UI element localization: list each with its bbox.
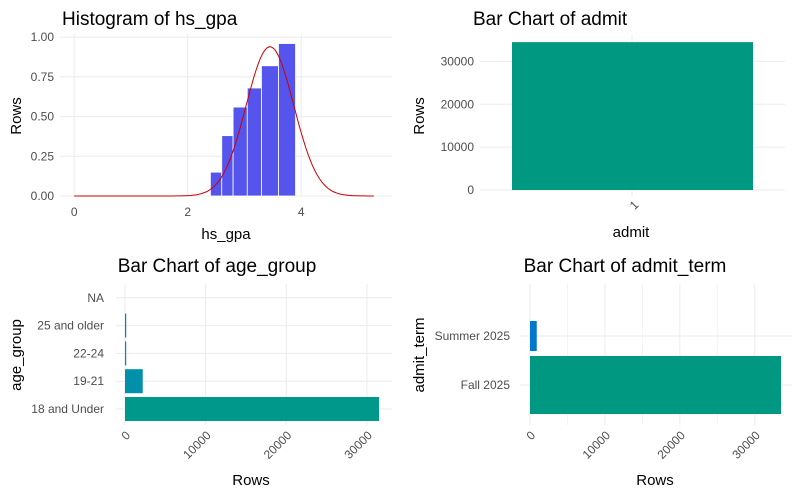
bar <box>125 397 379 421</box>
y-axis-label: age_group <box>8 319 25 391</box>
y-tick-label: 22-24 <box>73 346 104 360</box>
admit-term-bar-panel: Bar Chart of admit_term Rows admit_term … <box>411 256 792 489</box>
x-axis-label: Rows <box>232 472 270 489</box>
x-tick-label: 20000 <box>654 428 688 462</box>
bar <box>530 321 537 351</box>
y-tick-label: Fall 2025 <box>461 378 511 392</box>
x-axis-label: admit <box>613 224 651 241</box>
y-tick-label: NA <box>87 291 104 305</box>
x-tick-label: 10000 <box>580 428 614 462</box>
age-group-bar-panel: Bar Chart of age_group Rows age_group 18… <box>8 256 392 489</box>
density-curve <box>74 46 374 197</box>
bar <box>530 356 781 414</box>
x-axis-label: Rows <box>636 472 674 489</box>
x-tick-label: 4 <box>298 205 305 219</box>
histogram-bar <box>232 106 248 197</box>
x-tick-label: 10000 <box>180 428 214 462</box>
histogram-bar <box>261 65 279 197</box>
y-tick-label: 18 and Under <box>31 402 104 416</box>
y-tick-label: 19-21 <box>73 374 104 388</box>
y-axis-label: Rows <box>8 97 25 135</box>
y-tick-label: 20000 <box>441 97 475 111</box>
x-tick-label: 0 <box>118 428 133 443</box>
y-tick-label: 25 and older <box>37 319 104 333</box>
y-tick-label: 1.00 <box>31 30 55 44</box>
histogram-panel: Histogram of hs_gpa hs_gpa Rows 0.00 0.25… <box>8 9 392 243</box>
bar <box>125 313 127 338</box>
y-tick-label: Summer 2025 <box>435 329 511 343</box>
bar <box>512 42 753 191</box>
y-tick-label: 10000 <box>441 140 475 154</box>
chart-title: Bar Chart of admit_term <box>524 256 727 277</box>
y-tick-label: 0.25 <box>31 149 55 163</box>
x-tick-label: 30000 <box>342 428 376 462</box>
y-axis-label: admit_term <box>411 317 428 392</box>
histogram-bar <box>278 43 296 197</box>
chart-title: Bar Chart of age_group <box>118 256 317 277</box>
x-tick-label: 20000 <box>261 428 295 462</box>
bar <box>125 341 127 366</box>
x-tick-label: 1 <box>627 198 642 213</box>
y-tick-label: 0.50 <box>31 110 55 124</box>
x-tick-label: 30000 <box>729 428 763 462</box>
x-tick-label: 0 <box>523 428 538 443</box>
y-tick-label: 0 <box>467 183 474 197</box>
chart-title: Histogram of hs_gpa <box>62 9 238 30</box>
x-axis-label: hs_gpa <box>201 226 251 243</box>
histogram-bar <box>246 87 262 197</box>
y-axis-label: Rows <box>411 97 428 135</box>
bar <box>125 369 143 394</box>
y-tick-label: 30000 <box>441 54 475 68</box>
x-tick-label: 0 <box>71 205 78 219</box>
y-tick-label: 0.00 <box>31 189 55 203</box>
x-tick-label: 2 <box>184 205 191 219</box>
chart-title: Bar Chart of admit <box>473 9 628 30</box>
y-tick-label: 0.75 <box>31 70 55 84</box>
admit-bar-panel: Bar Chart of admit admit Rows 0 10000 2000… <box>411 9 785 241</box>
